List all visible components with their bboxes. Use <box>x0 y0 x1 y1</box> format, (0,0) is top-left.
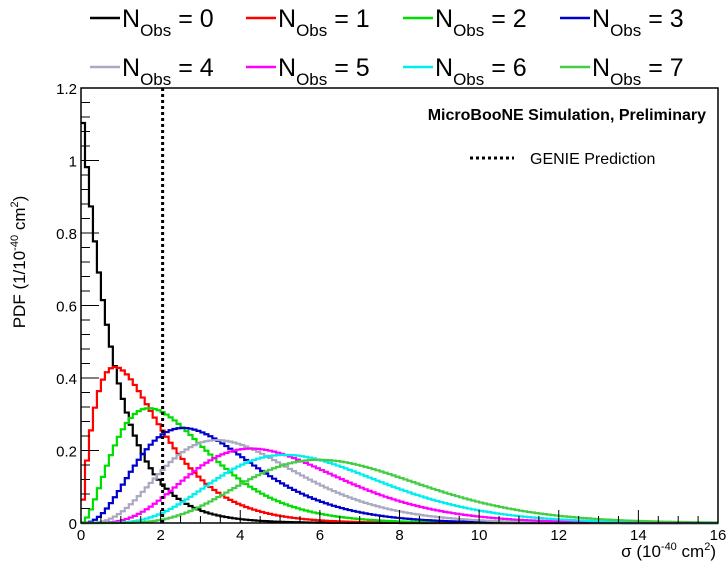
y-tick-label: 1 <box>69 154 77 171</box>
annotation-title: MicroBooNE Simulation, Preliminary <box>428 107 706 124</box>
legend: NObs = 0 NObs = 1 NObs = 2 NObs = 3 NObs = 4… <box>90 5 684 89</box>
legend-label: NObs = 6 <box>435 54 527 89</box>
prediction-legend: GENIE Prediction <box>470 151 655 168</box>
series-line-nobs-0 <box>81 121 718 525</box>
legend-entry-nobs-5: NObs = 5 <box>246 54 370 89</box>
series-curves <box>81 121 718 525</box>
x-tick-label: 16 <box>710 527 726 544</box>
legend-label: NObs = 4 <box>122 54 214 89</box>
y-axis-title: PDF (1/10-40 cm2) <box>9 196 29 329</box>
y-tick-label: 0.6 <box>56 299 77 316</box>
legend-entry-nobs-0: NObs = 0 <box>90 5 214 40</box>
prediction-legend-label: GENIE Prediction <box>530 151 655 168</box>
x-tick-label: 6 <box>316 527 324 544</box>
y-tick-label: 0.8 <box>56 226 77 243</box>
legend-entry-nobs-6: NObs = 6 <box>403 54 527 89</box>
legend-label: NObs = 7 <box>592 54 684 89</box>
x-tick-label: 14 <box>630 527 647 544</box>
x-axis-title: σ (10-40 cm2) <box>621 541 716 561</box>
x-tick-label: 10 <box>471 527 488 544</box>
y-tick-label: 0.2 <box>56 444 77 461</box>
legend-label: NObs = 3 <box>592 5 684 40</box>
legend-entry-nobs-1: NObs = 1 <box>246 5 370 40</box>
legend-label: NObs = 0 <box>122 5 214 40</box>
legend-entry-nobs-2: NObs = 2 <box>403 5 527 40</box>
legend-label: NObs = 5 <box>278 54 370 89</box>
series-line-nobs-6 <box>81 453 718 525</box>
legend-label: NObs = 1 <box>278 5 370 40</box>
series-line-nobs-3 <box>81 426 718 525</box>
legend-entry-nobs-7: NObs = 7 <box>560 54 684 89</box>
series-line-nobs-7 <box>81 458 718 525</box>
y-tick-label: 1.2 <box>56 81 77 98</box>
legend-label: NObs = 2 <box>435 5 527 40</box>
x-tick-label: 8 <box>395 527 403 544</box>
y-tick-label: 0.4 <box>56 371 77 388</box>
axis-ticks: 0 2 4 6 8 10 12 14 16 0 0.2 0.4 0.6 0.8 1 1.2 <box>56 81 726 544</box>
legend-entry-nobs-4: NObs = 4 <box>90 54 214 89</box>
x-tick-label: 12 <box>550 527 567 544</box>
y-tick-label: 0 <box>69 516 77 533</box>
legend-entry-nobs-3: NObs = 3 <box>560 5 684 40</box>
x-tick-label: 4 <box>236 527 244 544</box>
x-tick-label: 0 <box>77 527 85 544</box>
x-tick-label: 2 <box>156 527 164 544</box>
